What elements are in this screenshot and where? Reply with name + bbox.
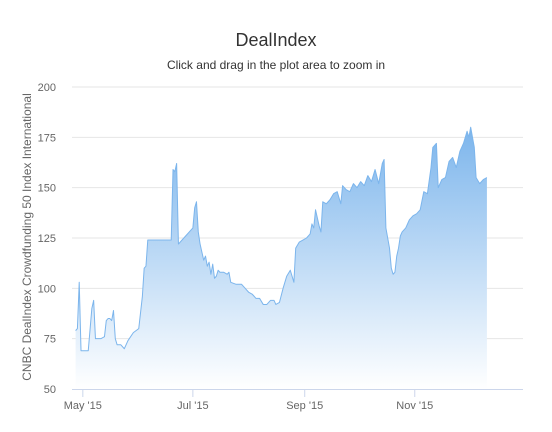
- chart-title: DealIndex: [235, 30, 317, 50]
- series-line[interactable]: [75, 126, 488, 352]
- y-axis-label: CNBC DealIndex Crowdfunding 50 Index Int…: [20, 93, 34, 381]
- y-tick-label: 100: [38, 283, 56, 295]
- y-tick-label: 75: [44, 334, 56, 346]
- y-tick-label: 50: [44, 384, 56, 396]
- y-tick-label: 200: [38, 82, 56, 94]
- chart-subtitle: Click and drag in the plot area to zoom …: [166, 58, 386, 72]
- x-tick-label: Sep '15: [286, 400, 323, 412]
- x-tick-label: Jul '15: [177, 400, 208, 412]
- x-tick-label: May '15: [64, 400, 102, 412]
- y-tick-label: 150: [38, 183, 56, 195]
- x-tick-label: Nov '15: [396, 400, 433, 412]
- y-tick-label: 125: [38, 233, 56, 245]
- series-area[interactable]: [75, 127, 487, 390]
- y-tick-label: 175: [38, 132, 56, 144]
